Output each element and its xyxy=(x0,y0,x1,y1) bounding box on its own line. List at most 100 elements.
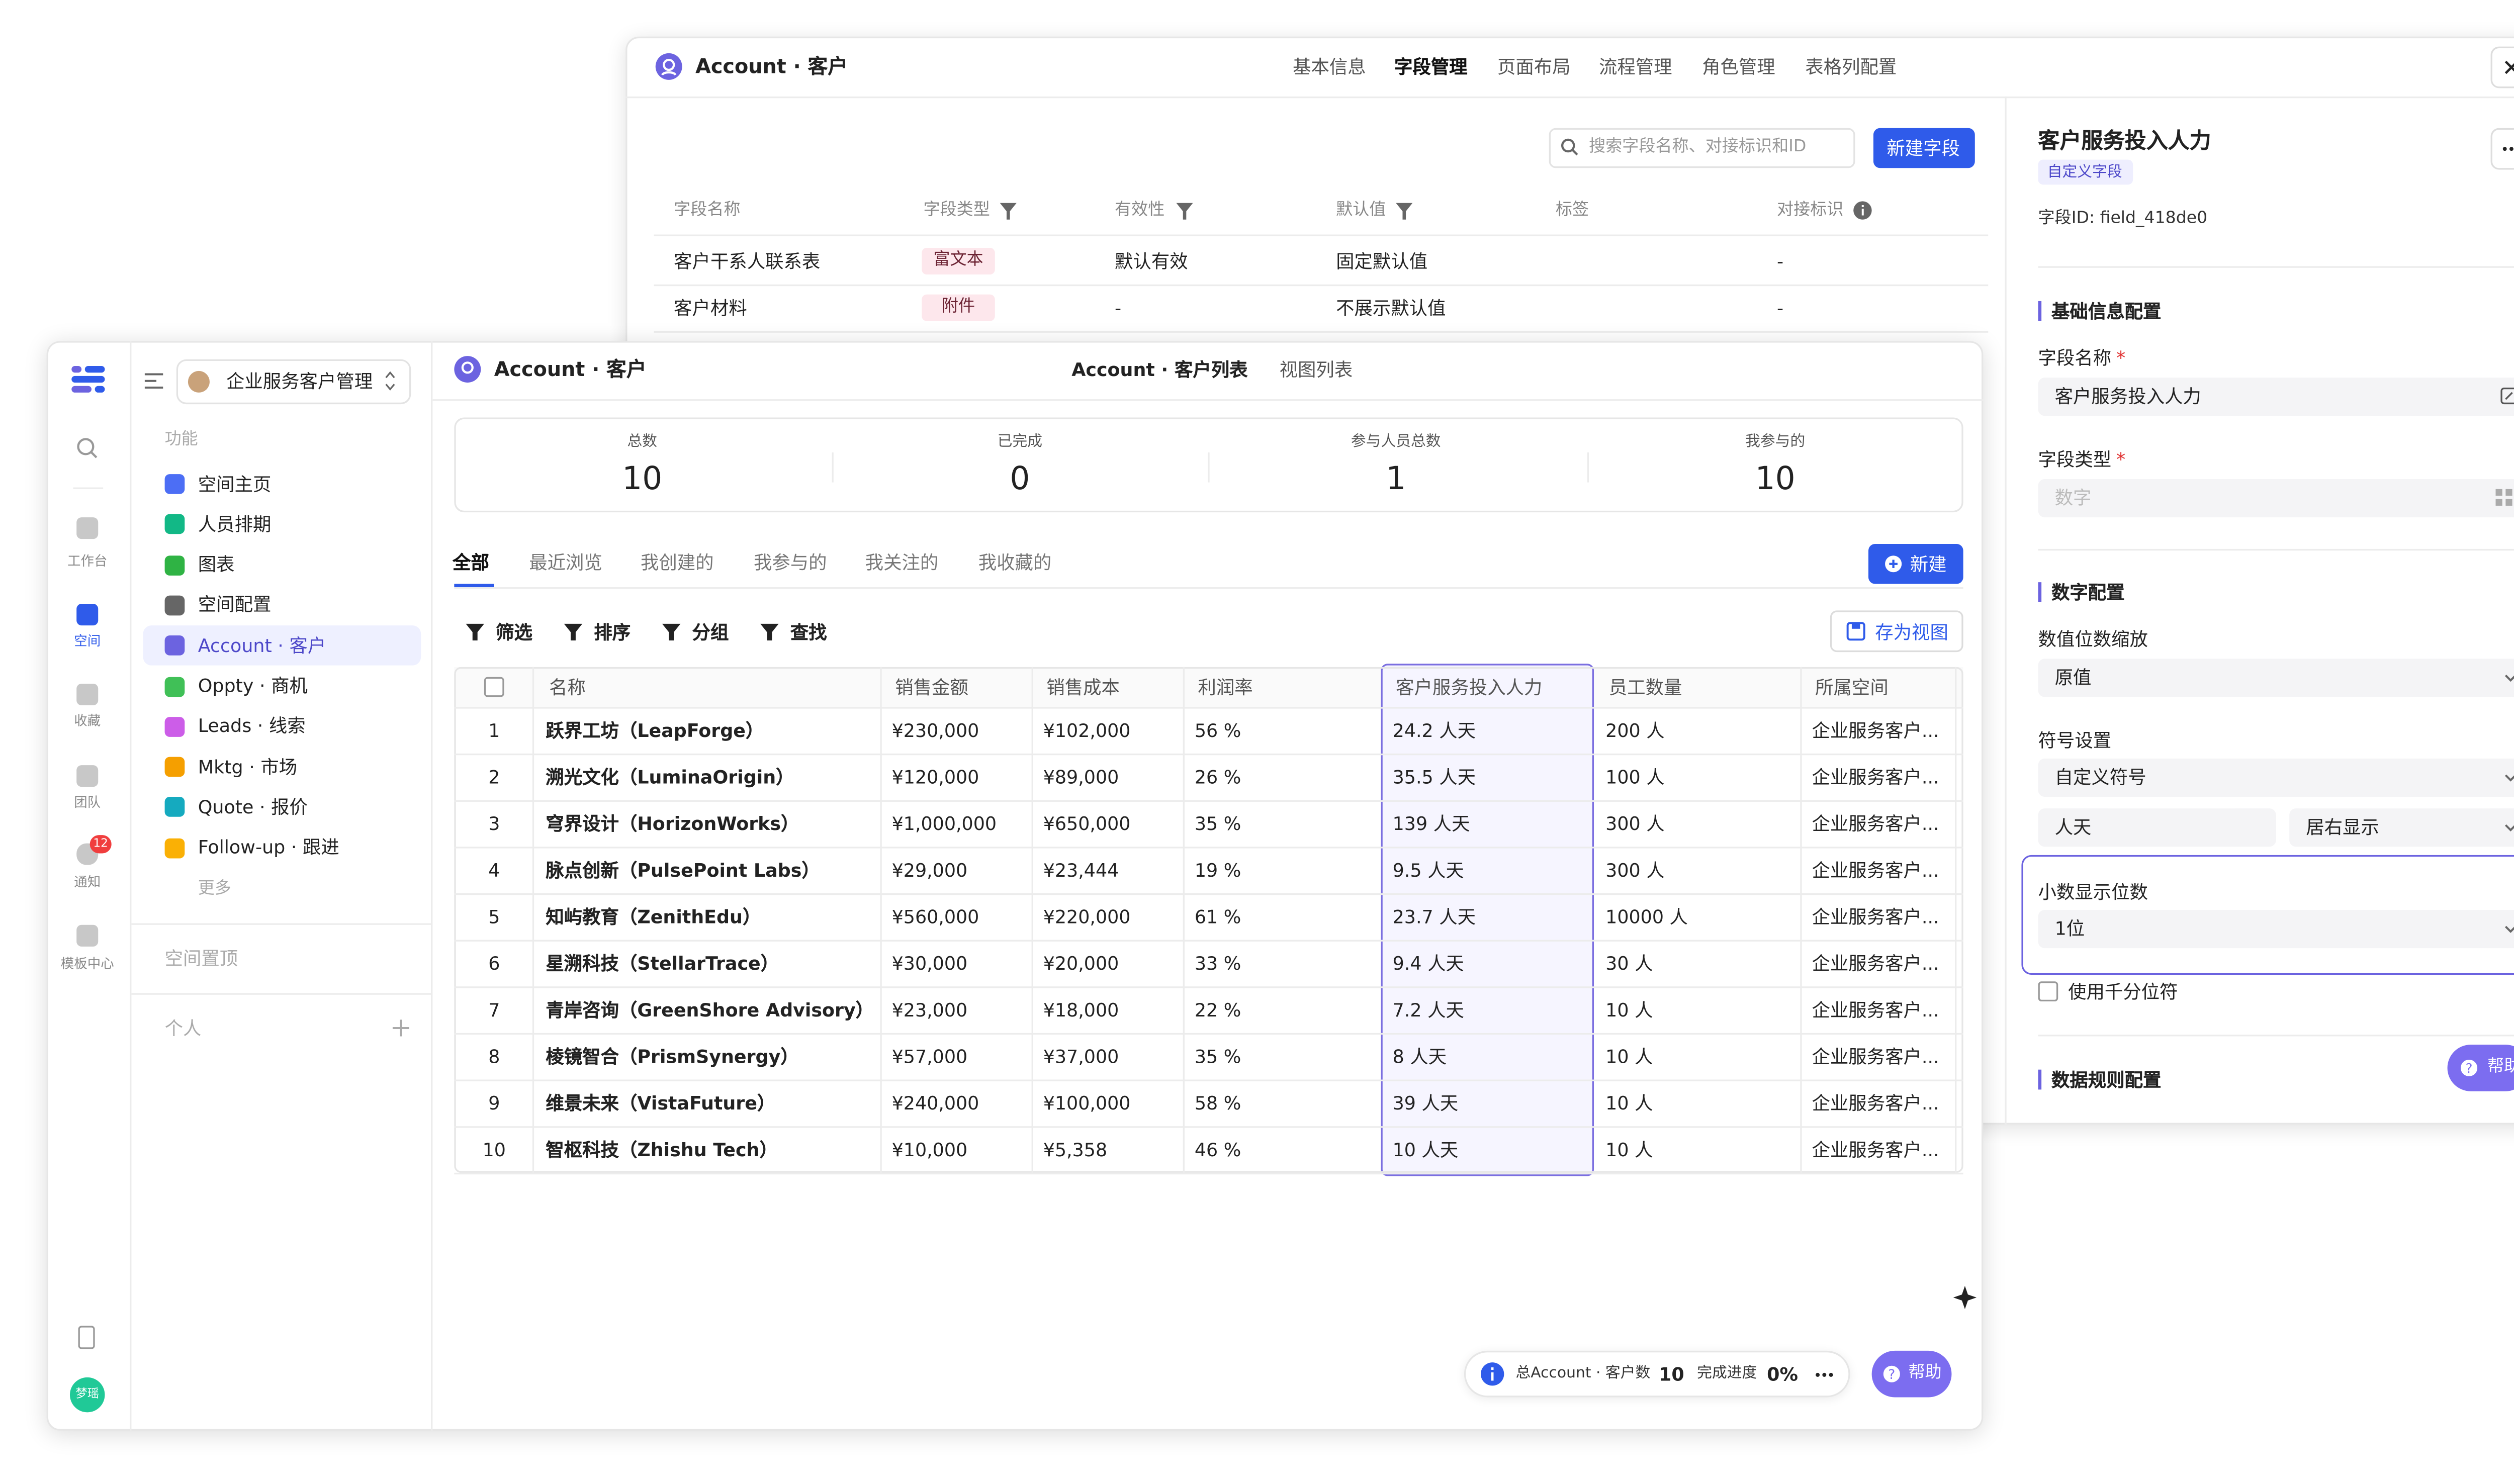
customer-name[interactable]: 棱镜智合（PrismSynergy） xyxy=(546,1045,799,1067)
field-label: 字段类型 xyxy=(2038,448,2112,470)
rail-label[interactable]: 工作台 xyxy=(67,553,108,569)
tab[interactable]: 角色管理 xyxy=(1702,55,1775,77)
sidebar-item[interactable]: Leads · 线索 xyxy=(198,715,306,737)
customer-name[interactable]: 跃界工坊（LeapForge） xyxy=(546,719,764,741)
sidebar-item[interactable]: 人员排期 xyxy=(198,513,272,535)
customer-name[interactable]: 脉点创新（PulsePoint Labs） xyxy=(546,859,820,881)
customer-name[interactable]: 星溯科技（StellarTrace） xyxy=(546,952,779,974)
filter-icon xyxy=(1176,203,1193,220)
filter-tab[interactable]: 全部 xyxy=(453,551,489,573)
more-link[interactable]: 更多 xyxy=(198,880,231,898)
workspace-name: 企业服务客户管理 xyxy=(226,370,373,393)
tool-label[interactable]: 筛选 xyxy=(496,621,532,643)
sidebar-section: 功能 xyxy=(164,431,198,449)
field-validity: - xyxy=(1115,297,1122,319)
save-view-button[interactable] xyxy=(1830,610,1963,653)
cell: ¥560,000 xyxy=(891,905,979,928)
tab[interactable]: 字段管理 xyxy=(1394,55,1468,77)
tool-label[interactable]: 排序 xyxy=(594,621,631,643)
input[interactable] xyxy=(2289,808,2514,847)
close-button[interactable] xyxy=(2490,46,2514,88)
customer-name[interactable]: 溯光文化（LuminaOrigin） xyxy=(546,766,794,788)
rail-label[interactable]: 空间 xyxy=(74,633,101,649)
filter-tab[interactable]: 我关注的 xyxy=(865,551,939,573)
object-icon xyxy=(454,356,481,383)
filter-tab[interactable]: 最近浏览 xyxy=(529,551,602,573)
new-field-button[interactable] xyxy=(1873,128,1975,168)
filter-tab[interactable]: 我收藏的 xyxy=(978,551,1052,573)
workspace-selector[interactable] xyxy=(176,359,411,405)
rail-label[interactable]: 收藏 xyxy=(74,713,101,729)
help-button[interactable] xyxy=(2447,1045,2514,1091)
tool-label[interactable]: 分组 xyxy=(692,621,729,643)
field-name: 客户材料 xyxy=(674,297,747,319)
customer-name[interactable]: 青岸咨询（GreenShore Advisory） xyxy=(546,999,874,1021)
customer-name[interactable]: 维景未来（VistaFuture） xyxy=(546,1092,776,1114)
search-input[interactable] xyxy=(1549,128,1855,168)
search-icon xyxy=(77,438,98,458)
customer-name[interactable]: 知屿教育（ZenithEdu） xyxy=(546,905,761,928)
column-header: 名称 xyxy=(549,676,586,698)
divider xyxy=(73,487,104,489)
sidebar-item[interactable]: Follow-up · 跟进 xyxy=(198,837,339,859)
cell: 10 人 xyxy=(1605,1045,1653,1067)
divider xyxy=(454,1033,1963,1035)
sidebar-item[interactable]: 图表 xyxy=(198,554,235,576)
tab[interactable]: 流程管理 xyxy=(1598,55,1672,77)
section-title: 基础信息配置 xyxy=(2051,300,2162,322)
filter-tab[interactable]: 我参与的 xyxy=(753,551,827,573)
more-button[interactable] xyxy=(2490,128,2514,170)
tool-label[interactable]: 查找 xyxy=(790,621,827,643)
cell: 企业服务客户... xyxy=(1812,1139,1939,1161)
tool-icon xyxy=(466,623,484,640)
save-view-label: 存为视图 xyxy=(1875,621,1948,643)
customer-name[interactable]: 穹界设计（HorizonWorks） xyxy=(546,812,799,834)
view-tab[interactable]: 视图列表 xyxy=(1279,358,1353,381)
divider xyxy=(454,707,1963,709)
avatar[interactable] xyxy=(69,1377,105,1413)
window-title: Account · 客户 xyxy=(695,55,848,78)
sidebar-item[interactable]: Oppty · 商机 xyxy=(198,675,308,697)
view-tab[interactable]: Account · 客户列表 xyxy=(1071,358,1248,381)
checkbox[interactable] xyxy=(2038,981,2058,1002)
tab[interactable]: 表格列配置 xyxy=(1805,55,1897,77)
cell: 企业服务客户... xyxy=(1812,1045,1939,1067)
sidebar-item[interactable]: 空间配置 xyxy=(198,594,272,616)
select-all-checkbox[interactable] xyxy=(484,677,504,697)
pinned-section: 空间置顶 xyxy=(164,947,238,969)
field-validity: 默认有效 xyxy=(1115,250,1188,272)
input[interactable] xyxy=(2038,910,2514,949)
field-default: 不展示默认值 xyxy=(1336,297,1446,319)
tab[interactable]: 页面布局 xyxy=(1497,55,1571,77)
table-header-bg xyxy=(454,667,1963,707)
input[interactable] xyxy=(2038,758,2514,797)
rail-label[interactable]: 通知 xyxy=(74,875,101,890)
rail-label[interactable]: 模板中心 xyxy=(60,956,114,972)
divider xyxy=(131,923,431,925)
input-value: 数字 xyxy=(2054,487,2092,509)
stats-card xyxy=(454,417,1963,513)
sidebar-item[interactable]: Quote · 报价 xyxy=(198,796,308,818)
summary-pill xyxy=(1464,1350,1850,1398)
sidebar-item[interactable]: Account · 客户 xyxy=(198,635,326,657)
filter-tab[interactable]: 我创建的 xyxy=(640,551,714,573)
info-icon xyxy=(1853,201,1872,220)
input[interactable] xyxy=(2038,378,2514,416)
cell: 58 % xyxy=(1194,1092,1241,1114)
input[interactable] xyxy=(2038,659,2514,697)
sidebar-item[interactable]: 空间主页 xyxy=(198,473,272,495)
new-button[interactable] xyxy=(1868,544,1963,584)
cell: 10 人 xyxy=(1605,999,1653,1021)
cell: ¥57,000 xyxy=(891,1045,968,1067)
tab-underline xyxy=(454,584,494,588)
row-index: 8 xyxy=(488,1045,500,1067)
sidebar-item[interactable]: Mktg · 市场 xyxy=(198,756,298,778)
tab[interactable]: 基本信息 xyxy=(1293,55,1366,77)
customer-name[interactable]: 智枢科技（Zhishu Tech） xyxy=(546,1139,778,1161)
field-type: 附件 xyxy=(941,298,975,316)
rail-label[interactable]: 团队 xyxy=(74,795,101,810)
cell: 7.2 人天 xyxy=(1392,999,1464,1021)
input[interactable] xyxy=(2038,808,2276,847)
input[interactable] xyxy=(2038,479,2514,518)
